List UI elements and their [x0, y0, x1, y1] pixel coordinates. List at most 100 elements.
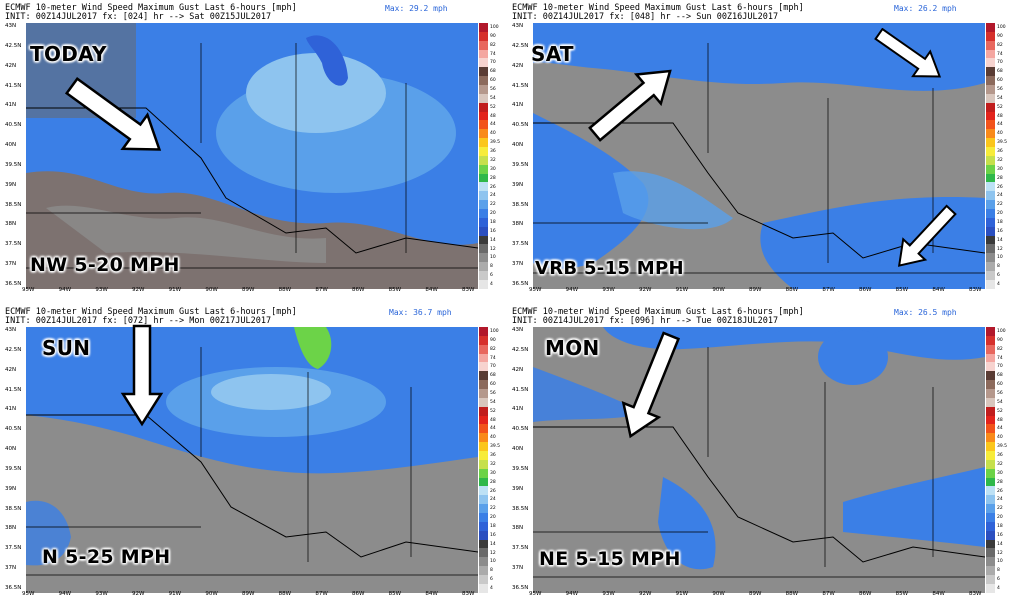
- colorbar-tick-label: 70: [997, 60, 1003, 66]
- latitude-label: 39.5N: [5, 465, 22, 472]
- colorbar-swatch: [986, 111, 995, 121]
- colorbar-ticks: 100 90 82 74 70 68 60 56 54 52 48 44 40 39.5 36 32 30 28 2…: [997, 23, 1009, 289]
- latitude-label: 39.5N: [5, 161, 22, 168]
- panel-header-title: ECMWF 10-meter Wind Speed Maximum Gust L…: [512, 307, 804, 317]
- colorbar-swatch: [986, 279, 995, 289]
- colorbar-swatch: [986, 182, 995, 192]
- colorbar-swatch: [986, 129, 995, 139]
- latitude-label: 38N: [512, 221, 524, 228]
- latitude-label: 37.5N: [512, 545, 529, 552]
- colorbar-ticks: 100 90 82 74 70 68 60 56 54 52 48 44 40 39.5 36 32 30 28 2…: [997, 327, 1009, 593]
- colorbar-tick-label: 100: [490, 24, 499, 30]
- colorbar-tick-label: 26: [997, 184, 1003, 190]
- longitude-label: 89W: [242, 591, 255, 597]
- colorbar-tick-label: 100: [997, 328, 1006, 334]
- wind-summary-label: N 5-25 MPH: [42, 546, 171, 568]
- latitude-label: 39N: [512, 181, 524, 188]
- colorbar-tick-label: 56: [997, 87, 1003, 92]
- latitude-label: 42.5N: [5, 42, 22, 49]
- colorbar-tick-label: 22: [997, 202, 1003, 208]
- wind-gust-map: [26, 23, 478, 289]
- colorbar-tick-label: 14: [490, 541, 496, 547]
- colorbar-tick-label: 52: [997, 408, 1003, 414]
- colorbar-tick-label: 32: [490, 157, 496, 163]
- longitude-label: 94W: [58, 591, 72, 597]
- longitude-label: 89W: [749, 591, 762, 597]
- latitude-label: 40.5N: [512, 426, 529, 433]
- colorbar-swatch: [479, 371, 488, 381]
- longitude-label: 93W: [95, 287, 108, 293]
- latitude-label: 43N: [512, 327, 524, 333]
- colorbar-tick-label: 90: [997, 337, 1003, 343]
- colorbar-tick-label: 70: [490, 60, 496, 66]
- colorbar-swatch: [986, 495, 995, 505]
- colorbar-tick-label: 6: [490, 273, 493, 279]
- day-label: MON: [545, 336, 600, 360]
- colorbar-swatch: [479, 31, 488, 41]
- colorbar-swatch: [986, 23, 995, 32]
- colorbar-tick-label: 10: [490, 559, 496, 565]
- colorbar-swatch: [986, 513, 995, 522]
- colorbar-tick-label: 28: [997, 175, 1003, 181]
- colorbar-swatch: [986, 138, 995, 148]
- colorbar-tick-label: 48: [997, 113, 1003, 119]
- colorbar-tick-label: 12: [997, 246, 1003, 252]
- colorbar-swatch: [479, 362, 488, 372]
- latitude-label: 37N: [5, 261, 17, 268]
- colorbar-swatch: [479, 226, 488, 236]
- longitude-label: 91W: [675, 287, 689, 293]
- colorbar-swatch: [479, 353, 488, 363]
- colorbar-swatch: [479, 58, 488, 68]
- longitude-label: 88W: [785, 591, 799, 597]
- colorbar-tick-label: 36: [490, 453, 496, 459]
- longitude-label: 84W: [932, 591, 945, 597]
- latitude-label: 37.5N: [5, 545, 22, 552]
- colorbar-swatch: [986, 31, 995, 41]
- colorbar-tick-label: 24: [490, 497, 496, 503]
- colorbar-tick-label: 60: [490, 382, 496, 388]
- colorbar-swatch: [986, 226, 995, 236]
- colorbar-swatch: [479, 147, 488, 156]
- colorbar: [986, 327, 995, 593]
- colorbar-swatch: [479, 262, 488, 272]
- longitude-label: 91W: [675, 591, 689, 597]
- colorbar-swatch: [986, 397, 995, 407]
- colorbar-tick-label: 68: [997, 69, 1003, 75]
- latitude-label: 41N: [512, 102, 524, 109]
- wind-summary-label: VRB 5-15 MPH: [535, 258, 684, 279]
- colorbar-swatch: [479, 397, 488, 407]
- colorbar-tick-label: 36: [997, 149, 1003, 155]
- colorbar-swatch: [479, 433, 488, 443]
- colorbar-tick-label: 14: [997, 541, 1003, 547]
- colorbar-tick-label: 74: [997, 355, 1003, 361]
- colorbar-tick-label: 24: [997, 497, 1003, 503]
- arrow-south-icon: [120, 324, 164, 427]
- colorbar-swatch: [479, 513, 488, 522]
- colorbar-swatch: [986, 371, 995, 381]
- wind-gust-map: [533, 327, 985, 593]
- latitude-label: 39N: [512, 485, 524, 492]
- colorbar-tick-label: 32: [997, 461, 1003, 467]
- colorbar-tick-label: 82: [997, 346, 1003, 352]
- colorbar-tick-label: 48: [997, 417, 1003, 423]
- colorbar-swatch: [479, 424, 488, 434]
- colorbar-swatch: [479, 85, 488, 94]
- colorbar-swatch: [986, 424, 995, 434]
- colorbar-tick-label: 22: [490, 202, 496, 208]
- longitude-label: 88W: [785, 287, 799, 293]
- colorbar-tick-label: 26: [490, 488, 496, 494]
- latitude-label: 40.5N: [5, 426, 22, 433]
- colorbar-tick-label: 30: [490, 470, 496, 476]
- colorbar-ticks: 100 90 82 74 70 68 60 56 54 52 48 44 40 39.5 36 32 30 28 2…: [490, 23, 502, 289]
- longitude-label: 95W: [22, 591, 35, 597]
- colorbar-tick-label: 24: [490, 193, 496, 199]
- colorbar-tick-label: 16: [997, 228, 1003, 234]
- colorbar-swatch: [479, 380, 488, 390]
- colorbar-swatch: [986, 102, 995, 112]
- latitude-label: 39N: [5, 181, 17, 188]
- colorbar-swatch: [479, 495, 488, 505]
- latitude-label: 39.5N: [512, 161, 529, 168]
- wind-summary-label: NE 5-15 MPH: [539, 548, 681, 570]
- longitude-label: 84W: [425, 287, 438, 293]
- colorbar-tick-label: 32: [490, 461, 496, 467]
